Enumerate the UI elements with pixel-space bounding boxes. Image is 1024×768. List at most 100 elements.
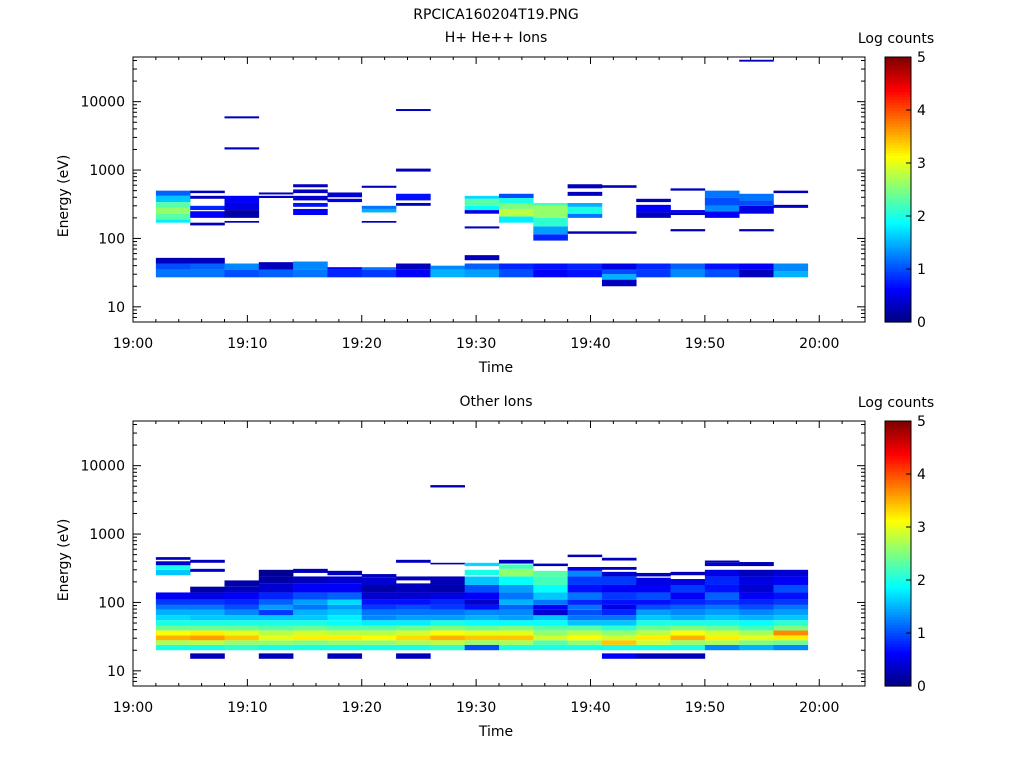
heatmap-cell xyxy=(396,604,431,610)
heatmap-cell xyxy=(258,569,294,577)
heatmap-cell xyxy=(396,644,431,651)
heatmap-cell xyxy=(567,570,603,577)
heatmap-cell xyxy=(293,644,328,651)
colorbar-swatch xyxy=(885,263,911,267)
heatmap-cell xyxy=(533,263,568,270)
heatmap-cell xyxy=(601,279,637,287)
heatmap-cell xyxy=(499,263,534,270)
heatmap-cell xyxy=(464,630,500,636)
heatmap-cell xyxy=(499,559,534,564)
heatmap-cell xyxy=(155,615,191,621)
heatmap-cell xyxy=(224,147,260,150)
colorbar-swatch xyxy=(885,88,911,93)
heatmap-cell xyxy=(567,566,603,571)
colorbar-swatch xyxy=(885,276,911,281)
heatmap-cell xyxy=(155,202,191,208)
heatmap-cell xyxy=(293,625,328,631)
heatmap-cell xyxy=(190,625,225,631)
colorbar-swatch xyxy=(885,205,911,209)
heatmap-cell xyxy=(601,185,637,188)
heatmap-cell xyxy=(224,615,260,621)
colorbar-swatch xyxy=(885,426,911,430)
x-tick-label: 20:00 xyxy=(799,700,839,716)
heatmap-cell xyxy=(739,584,774,593)
heatmap-cell xyxy=(293,195,328,201)
colorbar-swatch xyxy=(885,192,911,196)
x-tick-label: 19:00 xyxy=(113,700,153,716)
colorbar-swatch xyxy=(885,194,911,199)
y-tick-label: 100 xyxy=(98,231,125,247)
colorbar-swatch xyxy=(885,678,911,682)
colorbar-tick-label: 2 xyxy=(917,573,926,589)
heatmap-cell xyxy=(704,576,740,585)
colorbar-swatch xyxy=(885,548,911,552)
heatmap-cell xyxy=(190,263,225,270)
colorbar-swatch xyxy=(885,569,911,573)
heatmap-cell xyxy=(464,635,500,641)
panel-title: Other Ions xyxy=(459,394,532,410)
heatmap-cell xyxy=(499,620,534,626)
colorbar-swatch xyxy=(885,428,911,433)
heatmap-cell xyxy=(293,208,328,216)
heatmap-cell xyxy=(567,620,603,626)
colorbar-swatch xyxy=(885,670,911,674)
heatmap-cell xyxy=(293,615,328,621)
heatmap-cell xyxy=(773,592,809,600)
heatmap-cell xyxy=(533,217,568,227)
heatmap-cell xyxy=(258,615,294,621)
heatmap-cell xyxy=(670,653,706,659)
colorbar-swatch xyxy=(885,242,911,246)
heatmap-cell xyxy=(636,630,671,636)
heatmap-cell xyxy=(155,257,191,264)
colorbar-swatch xyxy=(885,290,911,294)
heatmap-cell xyxy=(773,599,809,605)
axes-frame: 19:00 19:10 19:20 19:30 19:40 19:50 20:00 10 100… xyxy=(80,56,866,352)
heatmap-cell xyxy=(396,599,431,605)
colorbar-swatch xyxy=(885,625,911,629)
colorbar-swatch xyxy=(885,184,911,188)
colorbar-swatch xyxy=(885,131,911,135)
colorbar-swatch xyxy=(885,189,911,193)
heatmap-cell xyxy=(361,609,397,616)
colorbar-swatch xyxy=(885,640,911,645)
heatmap-cell xyxy=(773,640,809,645)
colorbar-swatch xyxy=(885,656,911,661)
heatmap-cell xyxy=(499,635,534,641)
colorbar-swatch xyxy=(885,292,911,297)
colorbar-swatch xyxy=(885,638,911,642)
heatmap-cell xyxy=(567,609,603,616)
heatmap-cell xyxy=(327,630,363,636)
colorbar-swatch xyxy=(885,229,911,233)
heatmap-cell xyxy=(636,599,671,605)
colorbar-swatch xyxy=(885,487,911,491)
heatmap-cell xyxy=(396,109,431,112)
heatmap-cell xyxy=(293,592,328,600)
heatmap-cell xyxy=(327,615,363,621)
colorbar-swatch xyxy=(885,651,911,655)
heatmap-cell xyxy=(567,231,603,234)
colorbar-swatch xyxy=(885,216,911,220)
figure-title: RPCICA160204T19.PNG xyxy=(413,7,578,23)
colorbar-swatch xyxy=(885,300,911,305)
colorbar-swatch xyxy=(885,508,911,512)
colorbar-swatch xyxy=(885,603,911,608)
heatmap-cell xyxy=(327,198,363,203)
colorbar-swatch xyxy=(885,181,911,185)
heatmap-cell xyxy=(601,571,637,577)
heatmap-cell xyxy=(739,193,774,201)
colorbar-swatch xyxy=(885,556,911,560)
heatmap-cell xyxy=(567,584,603,593)
heatmap-cell xyxy=(293,609,328,616)
heatmap-cell xyxy=(190,222,225,226)
heatmap-cell xyxy=(499,630,534,636)
colorbar-swatch xyxy=(885,619,911,623)
heatmap-cell xyxy=(739,609,774,616)
colorbar-swatch xyxy=(885,564,911,568)
heatmap-cell xyxy=(499,202,534,209)
heatmap-cell xyxy=(396,630,431,636)
heatmap-cell xyxy=(704,635,740,641)
heatmap-cell xyxy=(430,269,465,278)
colorbar-swatch xyxy=(885,160,911,164)
heatmap-cell xyxy=(670,210,706,213)
heatmap-cell xyxy=(704,620,740,626)
